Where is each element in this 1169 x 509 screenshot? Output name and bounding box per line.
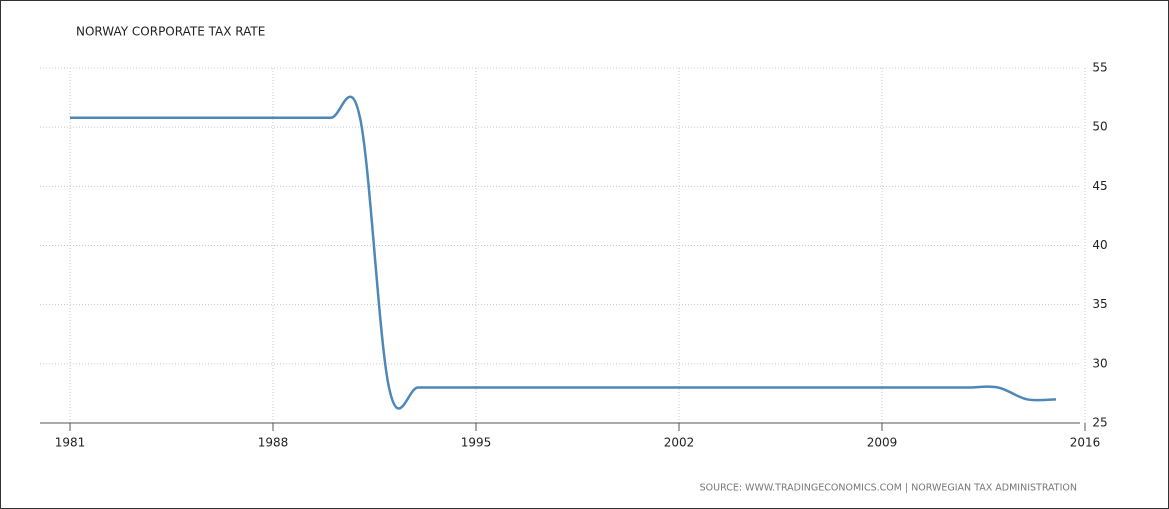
x-tick-label: 2002 [664,436,695,450]
y-tick-label: 30 [1092,356,1107,370]
x-tick-label: 1988 [258,436,289,450]
line [70,95,1057,410]
y-tick-label: 50 [1092,120,1107,134]
x-tick-label: 1995 [461,436,492,450]
chart-title: NORWAY CORPORATE TAX RATE [76,25,265,39]
x-tick-label: 1981 [55,436,86,450]
y-tick-label: 25 [1092,416,1107,430]
x-tick-label: 2016 [1070,436,1101,450]
y-tick-label: 55 [1092,61,1107,75]
y-tick-label: 45 [1092,179,1107,193]
y-tick-label: 35 [1092,297,1107,311]
source: SOURCE: WWW.TRADINGECONOMICS.COM | NORWE… [700,483,1077,494]
y-tick-label: 40 [1092,238,1107,252]
x-tick-label: 2009 [867,436,898,450]
